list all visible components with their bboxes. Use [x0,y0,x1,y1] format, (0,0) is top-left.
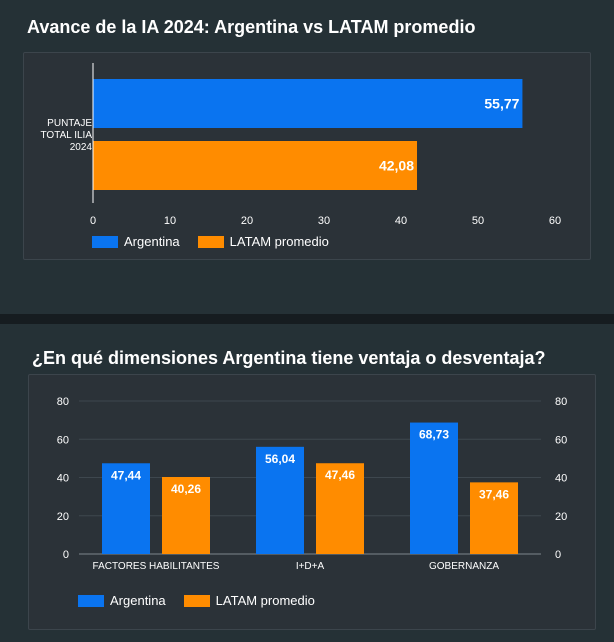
data-label-argentina: 47,44 [111,468,141,482]
bar-latam [162,477,210,554]
legend-item-latam[interactable]: LATAM promedio [197,234,329,249]
section-divider [0,314,614,324]
legend-overall: Argentina LATAM promedio [92,234,347,249]
x-tick-label: 50 [472,215,484,227]
y2-tick-label: 0 [555,549,561,561]
legend-swatch-latam [197,235,224,248]
y-tick-label: 80 [57,396,69,408]
bar-argentina [256,446,304,554]
data-label-latam: 47,46 [325,468,355,482]
bar-argentina [410,422,458,554]
legend-dimensions: Argentina LATAM promedio [78,593,333,608]
y-tick-label: 40 [57,473,69,485]
category-label-line: 2024 [70,142,93,153]
bar-latam [470,482,518,554]
dimensions-bar-chart: 0 20 40 60 80 0 20 40 60 80 47,44 40,26 FACTORES HAB… [57,396,568,572]
data-label-latam: 42,08 [379,158,414,174]
legend-item-argentina[interactable]: Argentina [78,593,166,608]
x-category-label: GOBERNANZA [429,561,499,572]
bar-latam [93,141,418,190]
y-tick-label: 60 [57,434,69,446]
x-tick-label: 40 [395,215,407,227]
section-dimensions: ¿En qué dimensiones Argentina tiene vent… [0,324,614,642]
y2-tick-label: 40 [555,473,567,485]
data-label-latam: 40,26 [171,482,201,496]
section-overall-score: Avance de la IA 2024: Argentina vs LATAM… [0,0,614,314]
legend-item-argentina[interactable]: Argentina [92,234,180,249]
x-tick-label: 10 [164,215,176,227]
x-tick-label: 30 [318,215,330,227]
y2-tick-label: 80 [555,396,567,408]
y-tick-label: 20 [57,511,69,523]
data-label-argentina: 55,77 [484,96,519,112]
y2-tick-label: 60 [555,434,567,446]
legend-swatch-argentina [78,594,104,607]
chart-panel-overall: 55,77 42,08 PUNTAJE TOTAL ILIA 2024 0 10 20 30 40… [23,52,591,260]
legend-swatch-latam [183,594,210,607]
legend-swatch-argentina [92,235,118,248]
x-tick-label: 60 [549,215,561,227]
category-label-line: TOTAL ILIA [41,130,93,141]
legend-label-latam: LATAM promedio [215,593,315,608]
data-label-argentina: 56,04 [265,452,295,466]
bar-latam [316,463,364,554]
bar-argentina [102,463,150,554]
overall-bar-chart: 55,77 42,08 PUNTAJE TOTAL ILIA 2024 0 10 20 30 40… [41,63,561,227]
x-tick-label: 20 [241,215,253,227]
y2-tick-label: 20 [555,511,567,523]
legend-item-latam[interactable]: LATAM promedio [183,593,315,608]
chart-title-overall: Avance de la IA 2024: Argentina vs LATAM… [27,17,476,37]
bar-argentina [93,79,523,128]
chart-title-dimensions: ¿En qué dimensiones Argentina tiene vent… [32,348,546,368]
y-tick-label: 0 [63,549,69,561]
x-category-label: FACTORES HABILITANTES [93,561,220,572]
category-label: PUNTAJE TOTAL ILIA 2024 [41,118,93,153]
data-label-latam: 37,46 [479,487,509,501]
chart-panel-dimensions: 0 20 40 60 80 0 20 40 60 80 47,44 40,26 FACTORES HAB… [28,374,596,630]
legend-label-argentina: Argentina [110,593,166,608]
category-label-line: PUNTAJE [47,118,92,129]
x-tick-label: 0 [90,215,96,227]
legend-label-latam: LATAM promedio [229,234,329,249]
x-category-label: I+D+A [296,561,325,572]
legend-label-argentina: Argentina [124,234,180,249]
data-label-argentina: 68,73 [419,428,449,442]
